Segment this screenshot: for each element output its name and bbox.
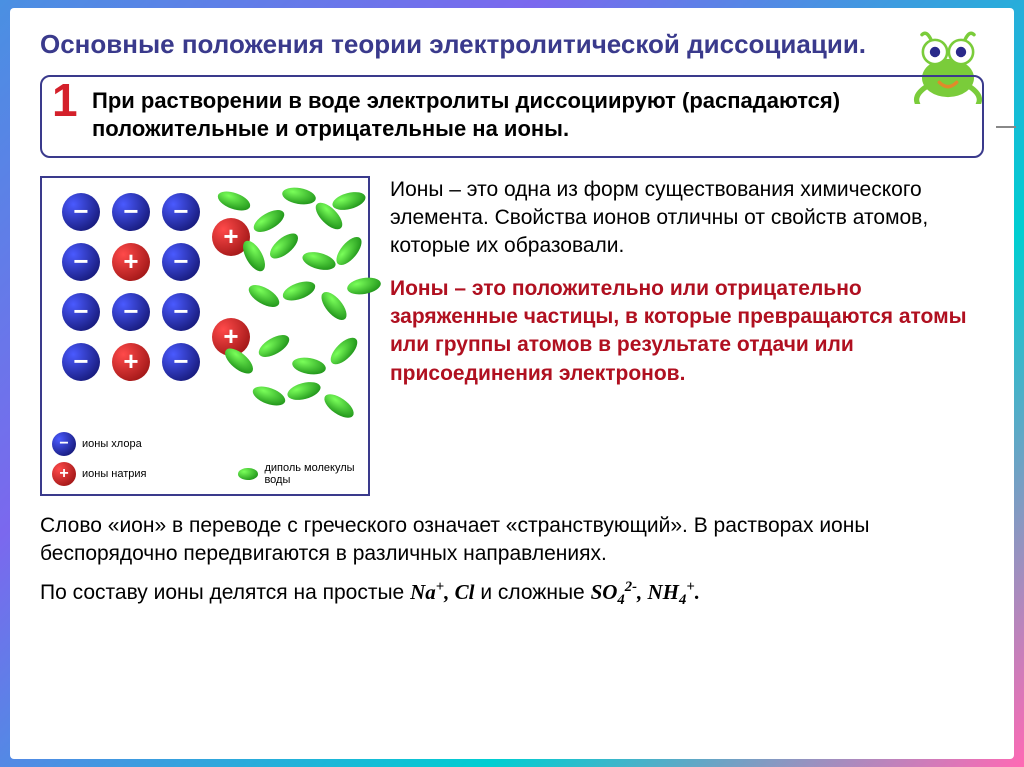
slide-container: Основные положения теории электролитичес…: [10, 8, 1014, 759]
diagram-legend: − ионы хлора + ионы натрия диполь молеку…: [52, 432, 358, 486]
legend-sodium: + ионы натрия: [52, 462, 147, 486]
water-dipole: [250, 382, 287, 409]
ion-negative: −: [162, 343, 200, 381]
water-dipole: [215, 187, 252, 214]
water-dipole: [332, 233, 366, 269]
water-dipole: [331, 189, 368, 213]
ion-positive: +: [112, 243, 150, 281]
ion-positive: +: [112, 343, 150, 381]
bottom2-pre: По составу ионы делятся на простые: [40, 581, 410, 604]
ion-negative: −: [112, 293, 150, 331]
ion-negative: −: [162, 243, 200, 281]
water-dipole: [291, 355, 327, 377]
water-dipole: [255, 330, 292, 361]
bottom-paragraph-2: По составу ионы делятся на простые Na+, …: [40, 578, 984, 611]
ion-negative: −: [162, 193, 200, 231]
legend-sodium-label: ионы натрия: [82, 468, 147, 480]
ion-negative: −: [62, 293, 100, 331]
water-dipole: [326, 333, 361, 368]
legend-dipole-label: диполь молекулы воды: [264, 462, 358, 486]
water-dipole: [281, 185, 317, 207]
legend-chlorine-label: ионы хлора: [82, 438, 142, 450]
definitions-text: Ионы – это одна из форм существования хи…: [390, 176, 984, 496]
ion-negative: −: [62, 343, 100, 381]
slide-title: Основные положения теории электролитичес…: [40, 28, 984, 61]
ion-negative: −: [62, 243, 100, 281]
definition-box-1: 1 При растворении в воде электролиты дис…: [40, 75, 984, 158]
water-dipole: [301, 249, 338, 273]
ion-negative: −: [62, 193, 100, 231]
water-dipole: [286, 379, 323, 403]
ion-diagram: −−−−−−−−−−++++ − ионы хлора + ионы натри…: [40, 176, 370, 496]
legend-chlorine: − ионы хлора: [52, 432, 147, 456]
paragraph-2: Ионы – это положительно или отрицательно…: [390, 275, 984, 388]
edge-mark: [996, 126, 1016, 128]
point-number: 1: [52, 77, 78, 123]
water-dipole: [239, 237, 270, 274]
bottom2-mid: и сложные: [480, 581, 590, 604]
mid-section: −−−−−−−−−−++++ − ионы хлора + ионы натри…: [40, 176, 984, 496]
bottom-paragraph-1: Слово «ион» в переводе с греческого озна…: [40, 512, 984, 569]
water-dipole: [250, 205, 287, 236]
paragraph-1: Ионы – это одна из форм существования хи…: [390, 176, 984, 261]
water-dipole: [280, 277, 317, 304]
ion-negative: −: [112, 193, 150, 231]
formula-so4: SO42-, NH4+.: [591, 580, 700, 604]
point-text: При растворении в воде электролиты диссо…: [92, 87, 968, 144]
water-dipole: [317, 288, 351, 324]
legend-dipole: диполь молекулы воды: [238, 462, 358, 486]
water-dipole: [346, 275, 382, 297]
formula-na: Na+, Cl: [410, 580, 474, 604]
water-dipole: [245, 280, 282, 311]
water-dipole: [266, 229, 302, 263]
water-dipole: [320, 389, 357, 422]
ion-negative: −: [162, 293, 200, 331]
